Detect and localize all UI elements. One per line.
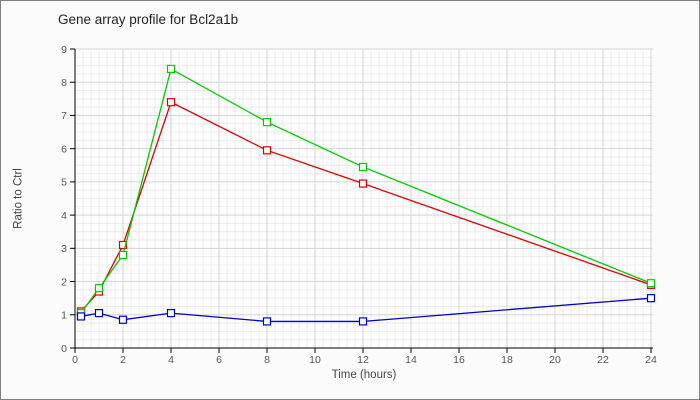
series-marker-red [118,240,128,250]
y-tick-label: 8 [61,77,67,89]
x-tick-label: 6 [216,354,222,366]
series-marker-green [646,279,656,288]
y-tick-label: 7 [61,110,67,122]
series-marker-green [262,117,272,127]
x-tick-label: 18 [501,354,513,366]
y-tick-label: 3 [61,243,67,255]
series-marker-blue [646,294,656,303]
y-tick-label: 4 [61,210,67,222]
series-marker-green [118,250,128,260]
series-marker-red [166,98,176,107]
x-axis-label: Time (hours) [331,369,397,381]
series-marker-red [262,146,272,155]
x-tick-label: 16 [453,354,465,366]
series-marker-blue [76,312,86,321]
y-tick-label: 0 [61,343,67,355]
y-tick-label: 1 [61,310,67,322]
series-marker-blue [118,315,128,324]
series-marker-blue [262,317,272,326]
x-tick-label: 4 [168,354,174,366]
y-tick-label: 5 [61,177,67,189]
x-tick-label: 22 [597,354,609,366]
x-tick-label: 24 [645,354,657,366]
series-marker-blue [166,309,176,318]
series-marker-green [94,284,104,293]
chart-title: Gene array profile for Bcl2a1b [58,12,239,27]
x-tick-label: 0 [72,354,78,366]
x-tick-label: 8 [264,354,270,366]
y-tick-label: 9 [61,44,67,56]
series-marker-red [358,179,368,188]
y-axis-label: Ratio to Ctrl [12,168,25,229]
x-tick-label: 12 [357,354,369,366]
x-tick-label: 20 [549,354,561,366]
y-tick-label: 6 [61,143,67,155]
series-marker-blue [358,317,368,326]
x-tick-label: 2 [120,354,126,366]
y-tick-label: 2 [61,276,67,288]
series-marker-green [166,64,176,74]
series-marker-green [358,162,368,172]
series-marker-blue [94,309,104,318]
x-tick-label: 10 [309,354,321,366]
x-tick-label: 14 [405,354,417,366]
